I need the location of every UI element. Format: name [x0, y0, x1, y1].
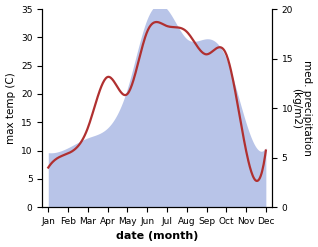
Y-axis label: med. precipitation
(kg/m2): med. precipitation (kg/m2) [291, 60, 313, 156]
Y-axis label: max temp (C): max temp (C) [5, 72, 16, 144]
X-axis label: date (month): date (month) [116, 231, 198, 242]
